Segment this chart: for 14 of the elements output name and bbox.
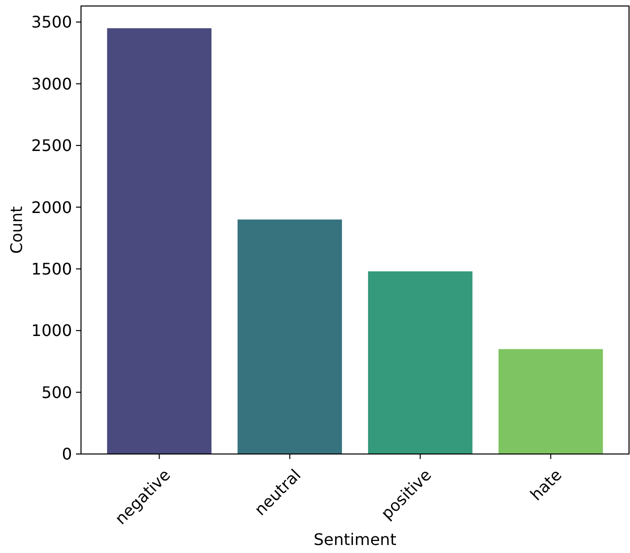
bar bbox=[498, 349, 603, 454]
y-axis-title: Count bbox=[7, 206, 26, 254]
bar bbox=[368, 271, 472, 454]
y-tick-label: 2500 bbox=[31, 136, 72, 156]
y-tick-label: 500 bbox=[41, 382, 72, 402]
y-tick-label: 3500 bbox=[31, 12, 72, 32]
bar bbox=[107, 28, 212, 454]
y-tick-label: 3000 bbox=[31, 74, 72, 94]
x-axis-title: Sentiment bbox=[314, 530, 396, 549]
y-tick-label: 2000 bbox=[31, 198, 72, 217]
bar bbox=[238, 220, 342, 454]
y-tick-label: 0 bbox=[62, 444, 72, 464]
y-tick-label: 1500 bbox=[31, 259, 72, 278]
y-tick-label: 1000 bbox=[31, 321, 72, 340]
